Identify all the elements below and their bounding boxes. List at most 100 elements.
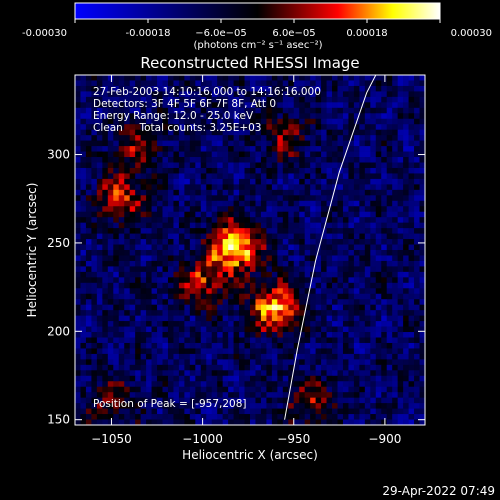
- heatmap-cell: [157, 397, 163, 404]
- heatmap-cell: [151, 91, 158, 98]
- heatmap-cell: [157, 162, 163, 169]
- heatmap-cell: [353, 293, 360, 300]
- heatmap-cell: [315, 167, 322, 174]
- heatmap-cell: [178, 381, 185, 388]
- heatmap-cell: [206, 129, 213, 136]
- heatmap-cell: [282, 140, 289, 147]
- heatmap-cell: [189, 375, 196, 382]
- heatmap-cell: [364, 118, 371, 125]
- heatmap-cell: [392, 96, 398, 103]
- heatmap-cell: [75, 364, 81, 371]
- heatmap-cell: [414, 299, 420, 305]
- heatmap-cell: [124, 206, 130, 213]
- heatmap-cell: [91, 189, 98, 196]
- heatmap-cell: [364, 419, 371, 425]
- heatmap-cell: [206, 75, 213, 81]
- heatmap-cell: [102, 419, 109, 425]
- heatmap-cell: [299, 348, 305, 355]
- heatmap-cell: [260, 178, 267, 185]
- heatmap-cell: [107, 277, 114, 284]
- heatmap-cell: [414, 184, 420, 191]
- heatmap-cell: [75, 135, 81, 141]
- heatmap-cell: [364, 348, 371, 355]
- heatmap-cell: [353, 200, 360, 207]
- heatmap-cell: [364, 129, 371, 136]
- heatmap-cell: [408, 403, 415, 409]
- heatmap-cell: [326, 217, 333, 223]
- heatmap-cell: [403, 282, 409, 289]
- heatmap-cell: [222, 228, 229, 234]
- heatmap-cell: [244, 326, 251, 333]
- heatmap-cell: [359, 381, 366, 388]
- heatmap-cell: [277, 85, 284, 92]
- heatmap-cell: [184, 228, 191, 234]
- heatmap-cell: [113, 233, 120, 240]
- heatmap-cell: [85, 260, 92, 267]
- heatmap-cell: [189, 113, 196, 120]
- y-tick-label: 150: [47, 413, 70, 427]
- heatmap-cell: [173, 326, 180, 333]
- heatmap-cell: [217, 321, 223, 327]
- heatmap-cell: [173, 195, 180, 202]
- heatmap-cell: [315, 288, 322, 295]
- heatmap-cell: [321, 124, 327, 130]
- heatmap-cell: [140, 233, 147, 240]
- heatmap-cell: [353, 189, 360, 196]
- heatmap-cell: [146, 288, 152, 295]
- heatmap-cell: [211, 299, 218, 305]
- heatmap-cell: [228, 397, 234, 404]
- heatmap-cell: [381, 397, 388, 404]
- heatmap-cell: [359, 217, 366, 223]
- heatmap-cell: [200, 315, 207, 322]
- heatmap-cell: [228, 233, 234, 240]
- heatmap-cell: [157, 299, 163, 305]
- heatmap-cell: [370, 200, 377, 207]
- heatmap-cell: [397, 403, 404, 409]
- heatmap-cell: [124, 140, 130, 147]
- heatmap-cell: [178, 260, 185, 267]
- heatmap-cell: [195, 80, 202, 87]
- heatmap-cell: [277, 96, 284, 103]
- heatmap-cell: [260, 359, 267, 366]
- heatmap-cell: [157, 381, 163, 388]
- heatmap-cell: [113, 96, 120, 103]
- heatmap-cell: [151, 288, 158, 295]
- heatmap-cell: [195, 288, 202, 295]
- heatmap-cell: [107, 80, 114, 87]
- heatmap-cell: [293, 75, 300, 81]
- heatmap-cell: [260, 157, 267, 163]
- heatmap-cell: [173, 315, 180, 322]
- heatmap-cell: [332, 140, 338, 147]
- heatmap-cell: [140, 80, 147, 87]
- heatmap-cell: [135, 135, 141, 141]
- heatmap-cell: [211, 315, 218, 322]
- heatmap-cell: [260, 299, 267, 305]
- heatmap-cell: [222, 403, 229, 409]
- heatmap-cell: [288, 337, 295, 344]
- heatmap-cell: [266, 162, 273, 169]
- heatmap-cell: [135, 386, 141, 393]
- heatmap-cell: [321, 184, 327, 191]
- heatmap-cell: [370, 118, 377, 125]
- heatmap-cell: [403, 118, 409, 125]
- heatmap-cell: [353, 315, 360, 322]
- heatmap-cell: [315, 200, 322, 207]
- heatmap-cell: [107, 348, 114, 355]
- heatmap-cell: [239, 157, 245, 163]
- heatmap-cell: [288, 173, 295, 180]
- heatmap-cell: [162, 200, 169, 207]
- heatmap-cell: [370, 293, 377, 300]
- heatmap-cell: [353, 299, 360, 305]
- heatmap-cell: [337, 370, 344, 377]
- heatmap-cell: [85, 244, 92, 251]
- heatmap-cell: [75, 178, 81, 185]
- heatmap-cell: [342, 129, 349, 136]
- heatmap-cell: [250, 282, 256, 289]
- heatmap-cell: [151, 124, 158, 130]
- heatmap-cell: [167, 162, 174, 169]
- heatmap-cell: [124, 217, 130, 223]
- heatmap-cell: [233, 244, 240, 251]
- heatmap-cell: [266, 370, 273, 377]
- heatmap-cell: [375, 359, 382, 366]
- heatmap-cell: [80, 102, 87, 109]
